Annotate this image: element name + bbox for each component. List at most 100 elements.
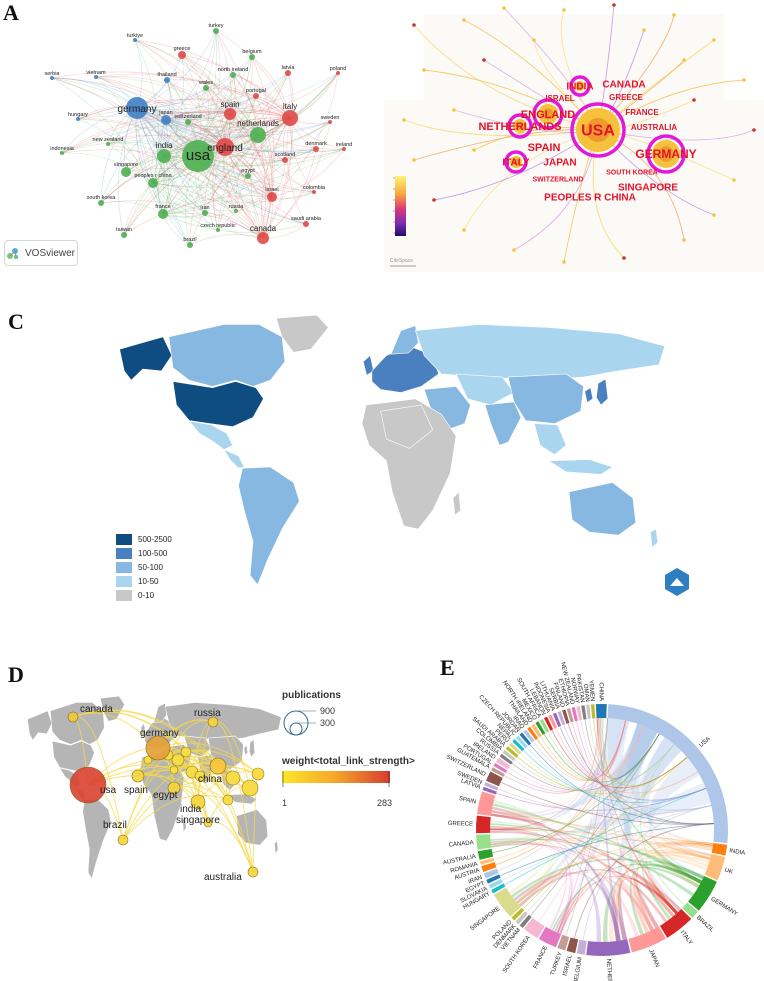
vos-node-vietnam: [94, 75, 98, 79]
color-legend-bar: [282, 771, 390, 787]
chord-arc-china: [595, 704, 607, 719]
map-region-southeast-asia: [533, 423, 567, 455]
chord-label-france: FRANCE: [533, 945, 549, 970]
vos-label-spain: spain: [220, 100, 239, 109]
map-legend-swatch: [116, 533, 132, 545]
panel-letter-a: A: [3, 0, 19, 25]
vos-node-south-korea: [98, 200, 104, 206]
citespace-label-england: ENGLAND: [521, 109, 575, 121]
vos-node-taiwan: [121, 232, 127, 238]
color-legend-max: 283: [376, 798, 392, 808]
vos-node-colombia: [312, 190, 316, 194]
chord-label-italy: ITALY: [679, 930, 693, 946]
vos-node-japan: [161, 115, 171, 125]
citespace-label-france: FRANCE: [625, 108, 659, 117]
vos-label-peoples-r-china: peoples r china: [134, 173, 172, 179]
vos-node-denmark: [313, 146, 319, 152]
map-legend-label: 100-500: [138, 548, 168, 558]
chord-arc-spain: [477, 791, 496, 816]
map-region-indonesia: [547, 459, 614, 475]
citespace-ring-spain: [504, 150, 528, 174]
chord-arc-russia: [499, 753, 513, 765]
citespace-label-south-korea: SOUTH KOREA: [606, 169, 658, 176]
collab-label-russia: russia: [194, 708, 221, 719]
collab-node-singapore: [203, 818, 213, 828]
citespace-ring-india: [569, 75, 591, 97]
vos-node-czech-republic: [216, 228, 220, 232]
vos-node-iran: [202, 210, 208, 216]
vos-node-france: [158, 209, 168, 219]
collab-node-4: [225, 770, 241, 786]
vos-label-turkiye: turkiye: [127, 33, 143, 39]
chord-arc-nepal: [512, 739, 525, 752]
citespace-label-switzerland: SWITZERLAND: [533, 176, 584, 183]
vos-node-serbia: [50, 76, 54, 80]
chord-arc-ireland: [496, 757, 511, 770]
vos-label-turkey: turkey: [209, 23, 224, 29]
chord-arc-netherlands: [586, 939, 631, 956]
vos-label-latvia: latvia: [282, 65, 296, 71]
citespace-label-peoples-r-china: PEOPLES R CHINA: [544, 193, 636, 204]
vos-label-indonesia: indonesia: [50, 146, 74, 152]
vos-label-vietnam: vietnam: [86, 70, 106, 76]
panel-a-vosviewer-network: usa germany england italy spain india japan peo…: [0, 0, 380, 270]
vos-node-turkey: [213, 28, 219, 34]
vos-label-czech-republic: czech republic: [200, 223, 235, 229]
map-region-mexico: [188, 420, 234, 450]
vos-node-ireland: [342, 147, 346, 151]
map-region-usa: [172, 381, 264, 428]
collab-node-3: [194, 770, 206, 782]
map-region-canada: [168, 324, 286, 387]
citespace-label-usa: USA: [581, 123, 615, 140]
size-legend-title: publications: [282, 690, 341, 701]
vos-label-netherlands: netherlands: [237, 119, 279, 128]
vos-node-england: [216, 138, 234, 156]
map-region-alaska: [119, 336, 173, 381]
chord-arc-sweden: [484, 782, 499, 791]
vos-node-switzerland: [185, 119, 191, 125]
chord-arc-lebanon: [543, 716, 554, 731]
vos-node-spain: [224, 108, 236, 120]
chord-arc-germany: [688, 875, 717, 911]
map-legend-label: 50-100: [138, 562, 163, 572]
citespace-label-japan: JAPAN: [543, 158, 576, 169]
chord-label-singapore: SINGAPORE: [469, 906, 501, 932]
map-legend-swatch: [116, 575, 132, 587]
panel-b-citespace-network: USA GERMANY ENGLAND NETHERLANDS ITALY SPAIN JA…: [384, 0, 764, 272]
vos-label-thailand: thailand: [157, 72, 176, 78]
vos-node-portugal: [253, 93, 259, 99]
map-legend-item-50-100: 50-100: [116, 560, 172, 574]
collab-map-region-new-zealand: [274, 840, 279, 855]
vos-label-north-ireland: north ireland: [218, 67, 249, 73]
vos-label-india: india: [156, 141, 173, 150]
chord-arc-pakistan: [581, 705, 587, 720]
chord-arc-israel: [566, 937, 579, 954]
vos-node-netherlands: [250, 127, 266, 143]
chord-arc-hungary: [491, 883, 506, 894]
collab-label-germany: germany: [140, 728, 179, 739]
panel-c-world-map: [100, 310, 698, 630]
citespace-ring-germany: [646, 134, 686, 174]
vos-label-poland: poland: [330, 66, 347, 72]
vos-label-serbia: serbia: [45, 71, 61, 77]
chord-arc-indonesia: [548, 714, 558, 729]
vos-node-egypt: [245, 173, 251, 179]
chord-arc-thailand: [527, 726, 539, 740]
citespace-ring-italy: [507, 113, 533, 139]
chord-arc-poland: [511, 907, 525, 921]
map-region-madagascar: [452, 491, 461, 516]
citespace-label-india: INDIA: [566, 82, 593, 93]
chord-arc-latvia: [482, 786, 497, 795]
chord-arc-japan: [628, 926, 666, 953]
chord-arc-mexico: [535, 721, 546, 735]
vos-node-thailand: [164, 77, 170, 83]
chord-arc-south-korea: [523, 917, 545, 939]
chord-arc-turkey: [557, 934, 570, 951]
collab-map-region-australia: [236, 809, 268, 846]
citespace-color-bar: [395, 176, 406, 236]
map-region-china: [507, 373, 584, 424]
citespace-label-spain: ITALY: [502, 158, 530, 169]
collab-node-usa: [69, 766, 107, 804]
